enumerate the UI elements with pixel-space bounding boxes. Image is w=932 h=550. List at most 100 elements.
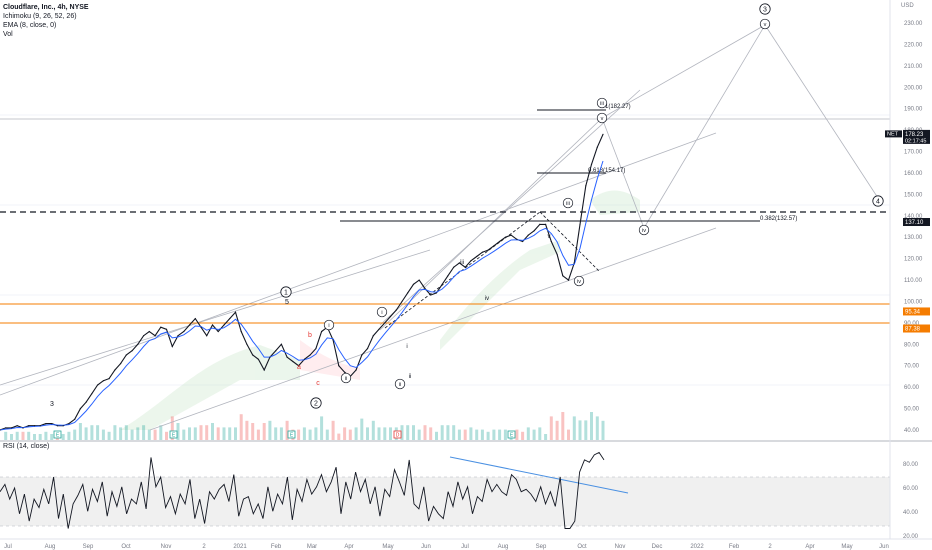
volume-bar: [400, 425, 404, 440]
indicator-legend-vol: Vol: [3, 31, 13, 38]
price-point: [188, 324, 191, 326]
price-point: [435, 292, 438, 294]
time-axis-label: Oct: [121, 544, 131, 550]
time-axis-label: Apr: [805, 544, 814, 550]
price-point: [539, 223, 541, 225]
indicator-legend-ema: EMA (8, close, 0): [3, 22, 57, 29]
rsi-axis-ticks: 80.00 60.00 40.00 20.00: [903, 462, 919, 540]
wave-label-iv-small: iv: [485, 296, 489, 302]
time-axis-label: Aug: [498, 544, 509, 550]
price-point: [596, 146, 598, 148]
elliott-wave-labels: 1 2 3 4 5 3 a b c i ii iii: [50, 3, 884, 409]
volume-bar: [429, 427, 433, 440]
price-point: [562, 275, 564, 277]
price-point: [154, 335, 156, 337]
volume-bar: [532, 429, 536, 440]
volume-bar: [90, 425, 94, 440]
svg-text:20.00: 20.00: [903, 534, 919, 540]
wave-label-iv-circle-2: iv: [638, 224, 650, 236]
volume-bar: [526, 427, 530, 440]
svg-text:4: 4: [876, 199, 880, 206]
volume-bar: [435, 431, 438, 440]
currency-label: USD: [901, 3, 914, 9]
time-axis-label: Nov: [615, 544, 626, 550]
volume-bar: [521, 431, 525, 440]
volume-bar: [383, 427, 387, 440]
volume-bar: [492, 429, 496, 440]
price-point: [206, 335, 208, 337]
svg-text:ii: ii: [345, 376, 347, 382]
price-point: [68, 423, 70, 425]
symbol-tag-text: NET: [887, 132, 899, 138]
price-point: [143, 335, 145, 337]
price-point: [338, 365, 340, 367]
price-point: [499, 240, 501, 243]
svg-text:ii: ii: [399, 382, 401, 388]
price-point: [585, 185, 587, 187]
volume-bar: [331, 420, 335, 440]
wave-label-ii-circle: ii: [340, 372, 352, 384]
svg-text:D: D: [396, 433, 400, 439]
price-tick-label: 70.00: [904, 364, 920, 370]
time-axis-label: Apr: [344, 544, 353, 550]
volume-bar: [10, 434, 13, 440]
price-label-text: 178.23: [905, 132, 924, 138]
volume-bar: [96, 425, 100, 440]
volume-bar: [302, 427, 306, 440]
price-point: [332, 339, 334, 341]
svg-text:E: E: [290, 433, 294, 439]
svg-text:E: E: [56, 433, 60, 439]
wave-label-iii-circle-2: iii: [596, 97, 608, 109]
price-point: [470, 260, 472, 262]
volume-bar: [130, 429, 134, 440]
price-point: [240, 330, 242, 333]
svg-text:iv: iv: [577, 279, 581, 285]
price-point: [458, 262, 460, 264]
volume-bar: [188, 427, 191, 440]
price-point: [263, 369, 265, 371]
volume-bar: [412, 425, 415, 440]
volume-bar: [601, 420, 605, 440]
price-point: [5, 427, 7, 429]
price-point: [464, 266, 466, 268]
price-tick-label: 50.00: [904, 407, 920, 413]
volume-bar: [216, 427, 220, 440]
time-axis-label: Dec: [652, 544, 663, 550]
price-point: [0, 429, 1, 431]
price-point: [74, 418, 76, 420]
volume-bar: [348, 429, 352, 440]
price-point: [79, 408, 81, 410]
price-point: [62, 425, 64, 427]
volume-bar: [463, 429, 467, 440]
volume-bar: [285, 420, 289, 440]
price-point: [516, 238, 518, 240]
price-point: [223, 324, 225, 326]
volume-bar: [555, 420, 559, 440]
time-axis-label: Feb: [729, 544, 740, 550]
fibonacci-levels: [340, 109, 760, 222]
volume-bar: [268, 420, 272, 440]
volume-bar: [124, 425, 128, 440]
price-point: [56, 425, 59, 427]
price-point: [556, 253, 558, 255]
volume-bar: [590, 412, 593, 440]
svg-text:40.00: 40.00: [903, 510, 919, 516]
price-tick-label: 140.00: [904, 214, 923, 220]
price-point: [200, 326, 202, 328]
time-axis-label: 2: [202, 544, 206, 550]
volume-bar: [27, 431, 31, 440]
volume-bar: [389, 427, 392, 440]
event-markers: E E E D E: [53, 430, 516, 439]
volume-bar: [228, 427, 232, 440]
time-axis-label: Aug: [45, 544, 56, 550]
chart-symbol-legend: Cloudflare, Inc., 4h, NYSE: [3, 4, 89, 11]
price-point: [407, 292, 409, 294]
price-point: [114, 369, 116, 371]
price-tick-label: 160.00: [904, 171, 923, 177]
price-point: [447, 275, 449, 277]
volume-bar: [371, 420, 375, 440]
volume-bar: [544, 434, 548, 440]
price-tick-label: 110.00: [904, 278, 923, 284]
fib-label-0382: 0.382(132.57): [760, 216, 797, 222]
